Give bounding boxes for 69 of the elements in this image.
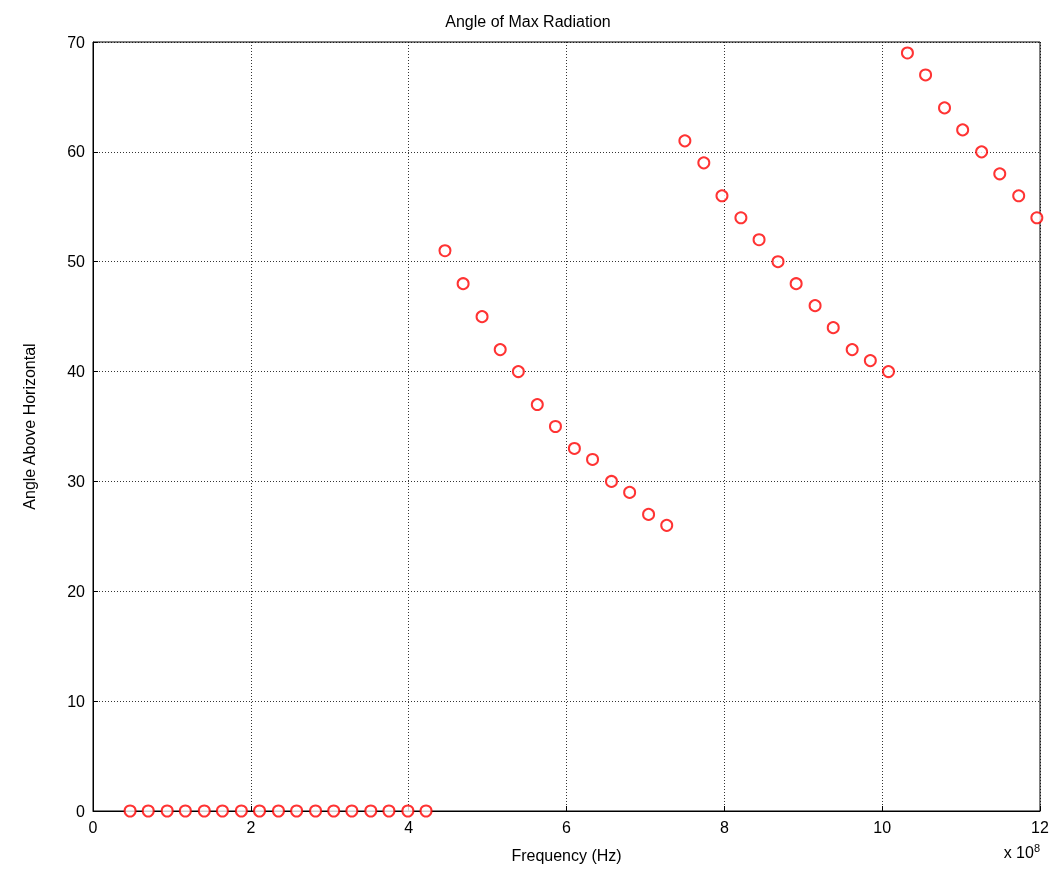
point — [975, 145, 989, 159]
point — [548, 420, 562, 433]
point — [567, 441, 581, 455]
point — [863, 354, 877, 368]
point — [752, 233, 766, 247]
text: x 10$^{8}$ — [1003, 842, 1040, 863]
point — [197, 804, 211, 818]
point — [345, 804, 359, 818]
x-tick-label: 12 — [1031, 818, 1049, 836]
point — [327, 804, 341, 818]
point — [178, 804, 192, 818]
point — [586, 452, 600, 466]
point — [475, 310, 489, 324]
point — [1030, 211, 1044, 225]
point — [530, 398, 544, 412]
chart-title: Angle of Max Radiation — [445, 12, 611, 30]
point — [993, 167, 1007, 181]
point — [364, 804, 378, 818]
point — [309, 804, 323, 818]
point — [881, 365, 895, 379]
point — [401, 804, 415, 818]
y-tick-label: 20 — [67, 582, 86, 600]
point — [956, 123, 970, 137]
point — [456, 277, 470, 291]
point — [808, 299, 822, 313]
point — [271, 804, 285, 818]
point — [938, 101, 952, 115]
point — [789, 277, 803, 291]
point — [511, 365, 525, 379]
point — [678, 134, 692, 148]
y-tick-label: 0 — [76, 802, 86, 820]
y-tick-label: 30 — [67, 472, 86, 490]
x-tick-label: 2 — [246, 818, 256, 836]
x-tick-label: 10 — [873, 818, 892, 836]
point — [771, 255, 785, 269]
y-tick-label: 40 — [67, 363, 86, 381]
point — [845, 343, 859, 357]
x-tick-label: 0 — [88, 818, 98, 836]
point — [290, 804, 304, 818]
y-axis-title: Angle Above Horizontal — [20, 343, 38, 510]
point — [253, 804, 267, 818]
point — [382, 804, 396, 818]
point — [160, 804, 174, 818]
x-tick-label: 4 — [404, 818, 414, 836]
point — [826, 321, 840, 335]
y-tick-label: 60 — [67, 143, 86, 161]
point — [660, 518, 674, 532]
x-tick-label: 8 — [719, 818, 729, 836]
x-axis-title: Frequency (Hz) — [511, 846, 622, 864]
point — [697, 156, 711, 170]
point — [419, 804, 433, 818]
point — [123, 804, 137, 818]
point — [1012, 189, 1026, 203]
point — [438, 244, 452, 258]
point — [623, 485, 637, 499]
point — [215, 804, 229, 818]
point — [493, 343, 507, 357]
y-tick-label: 70 — [67, 33, 86, 51]
point — [642, 507, 656, 521]
x-tick-label: 6 — [562, 818, 572, 836]
y-tick-label: 10 — [67, 692, 86, 710]
point — [234, 804, 248, 818]
y-tick-label: 50 — [67, 253, 86, 271]
point — [715, 189, 729, 203]
point — [900, 46, 914, 60]
point — [919, 68, 933, 82]
point — [604, 474, 618, 488]
point — [141, 804, 155, 818]
point — [734, 211, 748, 225]
